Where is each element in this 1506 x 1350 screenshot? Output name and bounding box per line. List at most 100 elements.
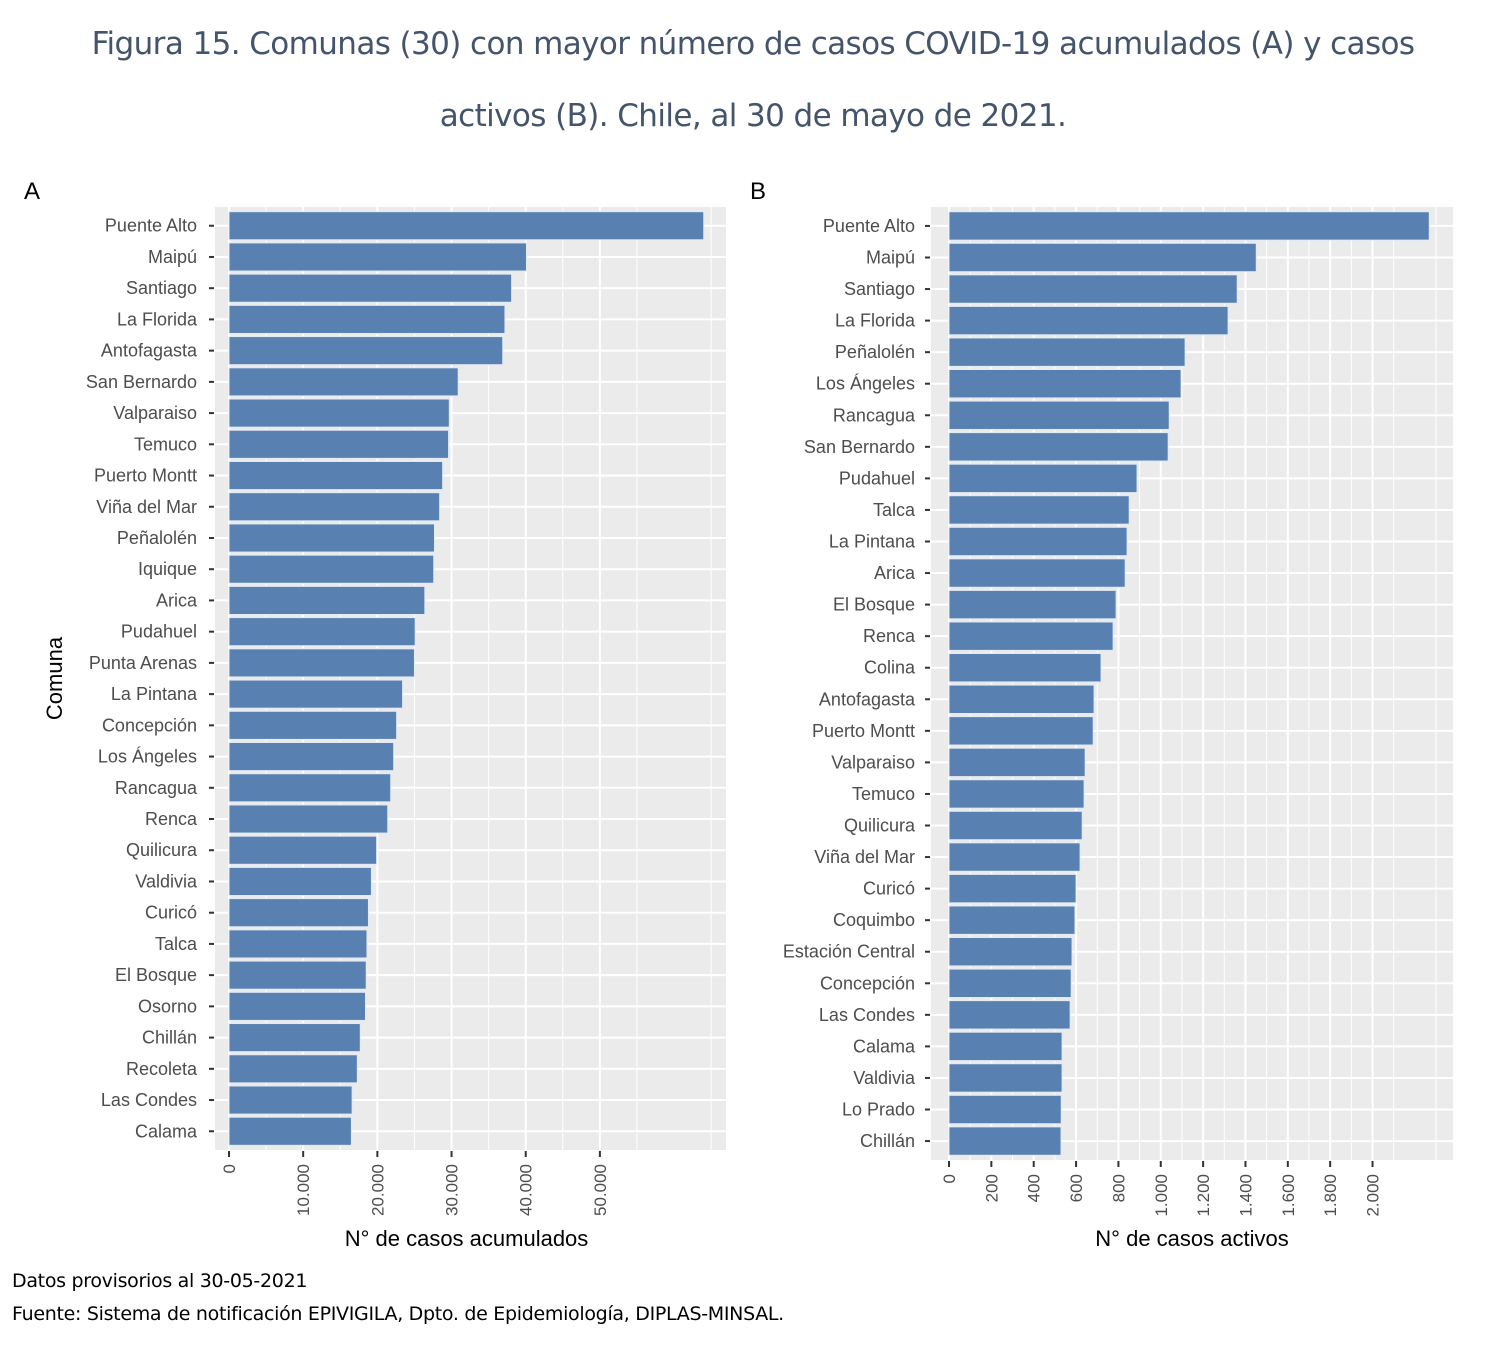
- bar-talca: [228, 929, 368, 959]
- bar-arica: [948, 558, 1126, 588]
- y-tick-label: Curicó: [863, 879, 915, 899]
- figure-title-line-1: Figura 15. Comunas (30) con mayor número…: [91, 26, 1415, 62]
- bar-antofagasta: [228, 336, 504, 366]
- y-tick-label: Santiago: [844, 279, 915, 299]
- x-tick-label: 20.000: [368, 1164, 387, 1216]
- x-tick-label: 2.000: [1364, 1174, 1383, 1217]
- chart-b: Puente Alto Maipú Santiago La Florida Peñalo…: [783, 207, 1453, 1251]
- bar-san-bernardo: [948, 432, 1169, 462]
- x-tick-label: 1.800: [1321, 1174, 1340, 1217]
- bar-calama: [228, 1116, 352, 1146]
- y-tick-label: Arica: [156, 590, 198, 610]
- bar-punta-arenas: [228, 648, 415, 678]
- y-tick-label: Valparaiso: [113, 403, 197, 423]
- y-tick-label: Quilicura: [844, 816, 916, 836]
- bar-quilicura: [228, 835, 378, 865]
- y-tick-label: Valdivia: [135, 871, 198, 891]
- y-tick-label: Renca: [863, 626, 916, 646]
- y-tick-label: Recoleta: [126, 1059, 198, 1079]
- bar-santiago: [948, 274, 1238, 304]
- y-tick-label: Las Condes: [819, 1005, 915, 1025]
- y-axis-label: Comuna: [42, 636, 67, 720]
- bar-pudahuel: [228, 617, 416, 647]
- bar-concepcion: [948, 968, 1072, 998]
- bar-valdivia: [948, 1063, 1063, 1093]
- y-tick-label: San Bernardo: [86, 372, 197, 392]
- bar-vina-del-mar: [228, 492, 441, 522]
- bar-valparaiso: [228, 398, 450, 428]
- y-tick-label: Quilicura: [126, 840, 198, 860]
- y-tick-label: Curicó: [145, 903, 197, 923]
- y-tick-label: Valdivia: [853, 1068, 916, 1088]
- x-tick-label: 800: [1109, 1174, 1128, 1202]
- x-tick-label: 0: [940, 1174, 959, 1183]
- bar-valparaiso: [948, 747, 1086, 778]
- y-tick-label: Arica: [874, 563, 916, 583]
- bar-quilicura: [948, 810, 1083, 841]
- bar-chillan: [228, 1023, 361, 1053]
- bar-pudahuel: [948, 463, 1138, 494]
- y-tick-label: La Florida: [835, 311, 916, 331]
- bar-vina-del-mar: [948, 842, 1081, 872]
- y-tick-label: La Pintana: [111, 684, 198, 704]
- bar-los-angeles: [948, 369, 1182, 399]
- y-tick-label: Calama: [853, 1036, 916, 1056]
- bar-el-bosque: [228, 960, 367, 990]
- bar-estacion-central: [948, 937, 1073, 967]
- y-tick-label: Los Ángeles: [98, 747, 197, 767]
- y-tick-label: Iquique: [138, 559, 197, 579]
- y-tick-label: Puente Alto: [823, 216, 915, 236]
- x-tick-label: 200: [982, 1174, 1001, 1202]
- x-tick-label: 30.000: [443, 1164, 462, 1216]
- figure-title-line-2: activos (B). Chile, al 30 de mayo de 202…: [439, 98, 1067, 134]
- y-tick-label: Rancagua: [115, 778, 198, 798]
- y-tick-label: Los Ángeles: [816, 374, 915, 394]
- y-tick-label: Punta Arenas: [89, 653, 197, 673]
- bar-penalolen: [948, 337, 1186, 367]
- bar-concepcion: [228, 710, 398, 740]
- panel-label-b: B: [750, 178, 767, 205]
- bar-antofagasta: [948, 684, 1095, 714]
- y-tick-label: Puerto Montt: [94, 466, 197, 486]
- bar-rancagua: [948, 400, 1170, 430]
- x-tick-label: 1.000: [1152, 1174, 1171, 1217]
- y-tick-label: La Florida: [117, 309, 198, 329]
- bar-arica: [228, 585, 426, 615]
- bar-temuco: [948, 779, 1085, 809]
- x-axis-label: N° de casos activos: [1095, 1226, 1288, 1251]
- bar-calama: [948, 1031, 1063, 1062]
- y-tick-label: Maipú: [866, 247, 915, 267]
- bar-osorno: [228, 991, 366, 1021]
- y-tick-label: Renca: [145, 809, 198, 829]
- x-tick-label: 600: [1067, 1174, 1086, 1202]
- bar-la-pintana: [228, 679, 404, 709]
- bar-renca: [948, 621, 1114, 651]
- bar-el-bosque: [948, 589, 1117, 620]
- y-tick-label: Las Condes: [101, 1090, 197, 1110]
- bar-valdivia: [228, 866, 372, 897]
- y-tick-label: Viña del Mar: [814, 847, 915, 867]
- y-tick-label: San Bernardo: [804, 437, 915, 457]
- bar-maipu: [948, 242, 1257, 273]
- y-tick-label: El Bosque: [115, 965, 197, 985]
- bar-curico: [948, 873, 1077, 904]
- bar-puente-alto: [228, 211, 705, 241]
- bar-recoleta: [228, 1054, 358, 1084]
- bar-puerto-montt: [948, 716, 1094, 746]
- footer-source: Fuente: Sistema de notificación EPIVIGIL…: [12, 1303, 784, 1325]
- y-tick-label: Calama: [135, 1121, 198, 1141]
- bar-san-bernardo: [228, 367, 459, 397]
- y-tick-label: Temuco: [852, 784, 915, 804]
- y-tick-label: Antofagasta: [819, 689, 916, 709]
- y-tick-label: Pudahuel: [121, 622, 197, 642]
- y-tick-label: Peñalolén: [117, 528, 197, 548]
- bar-iquique: [228, 554, 435, 584]
- bar-la-florida: [228, 304, 506, 334]
- y-tick-label: Colina: [864, 658, 916, 678]
- bar-temuco: [228, 429, 450, 459]
- bar-chillan: [948, 1126, 1062, 1156]
- bar-colina: [948, 653, 1102, 683]
- panel-label-a: A: [24, 178, 41, 205]
- x-tick-label: 1.400: [1236, 1174, 1255, 1217]
